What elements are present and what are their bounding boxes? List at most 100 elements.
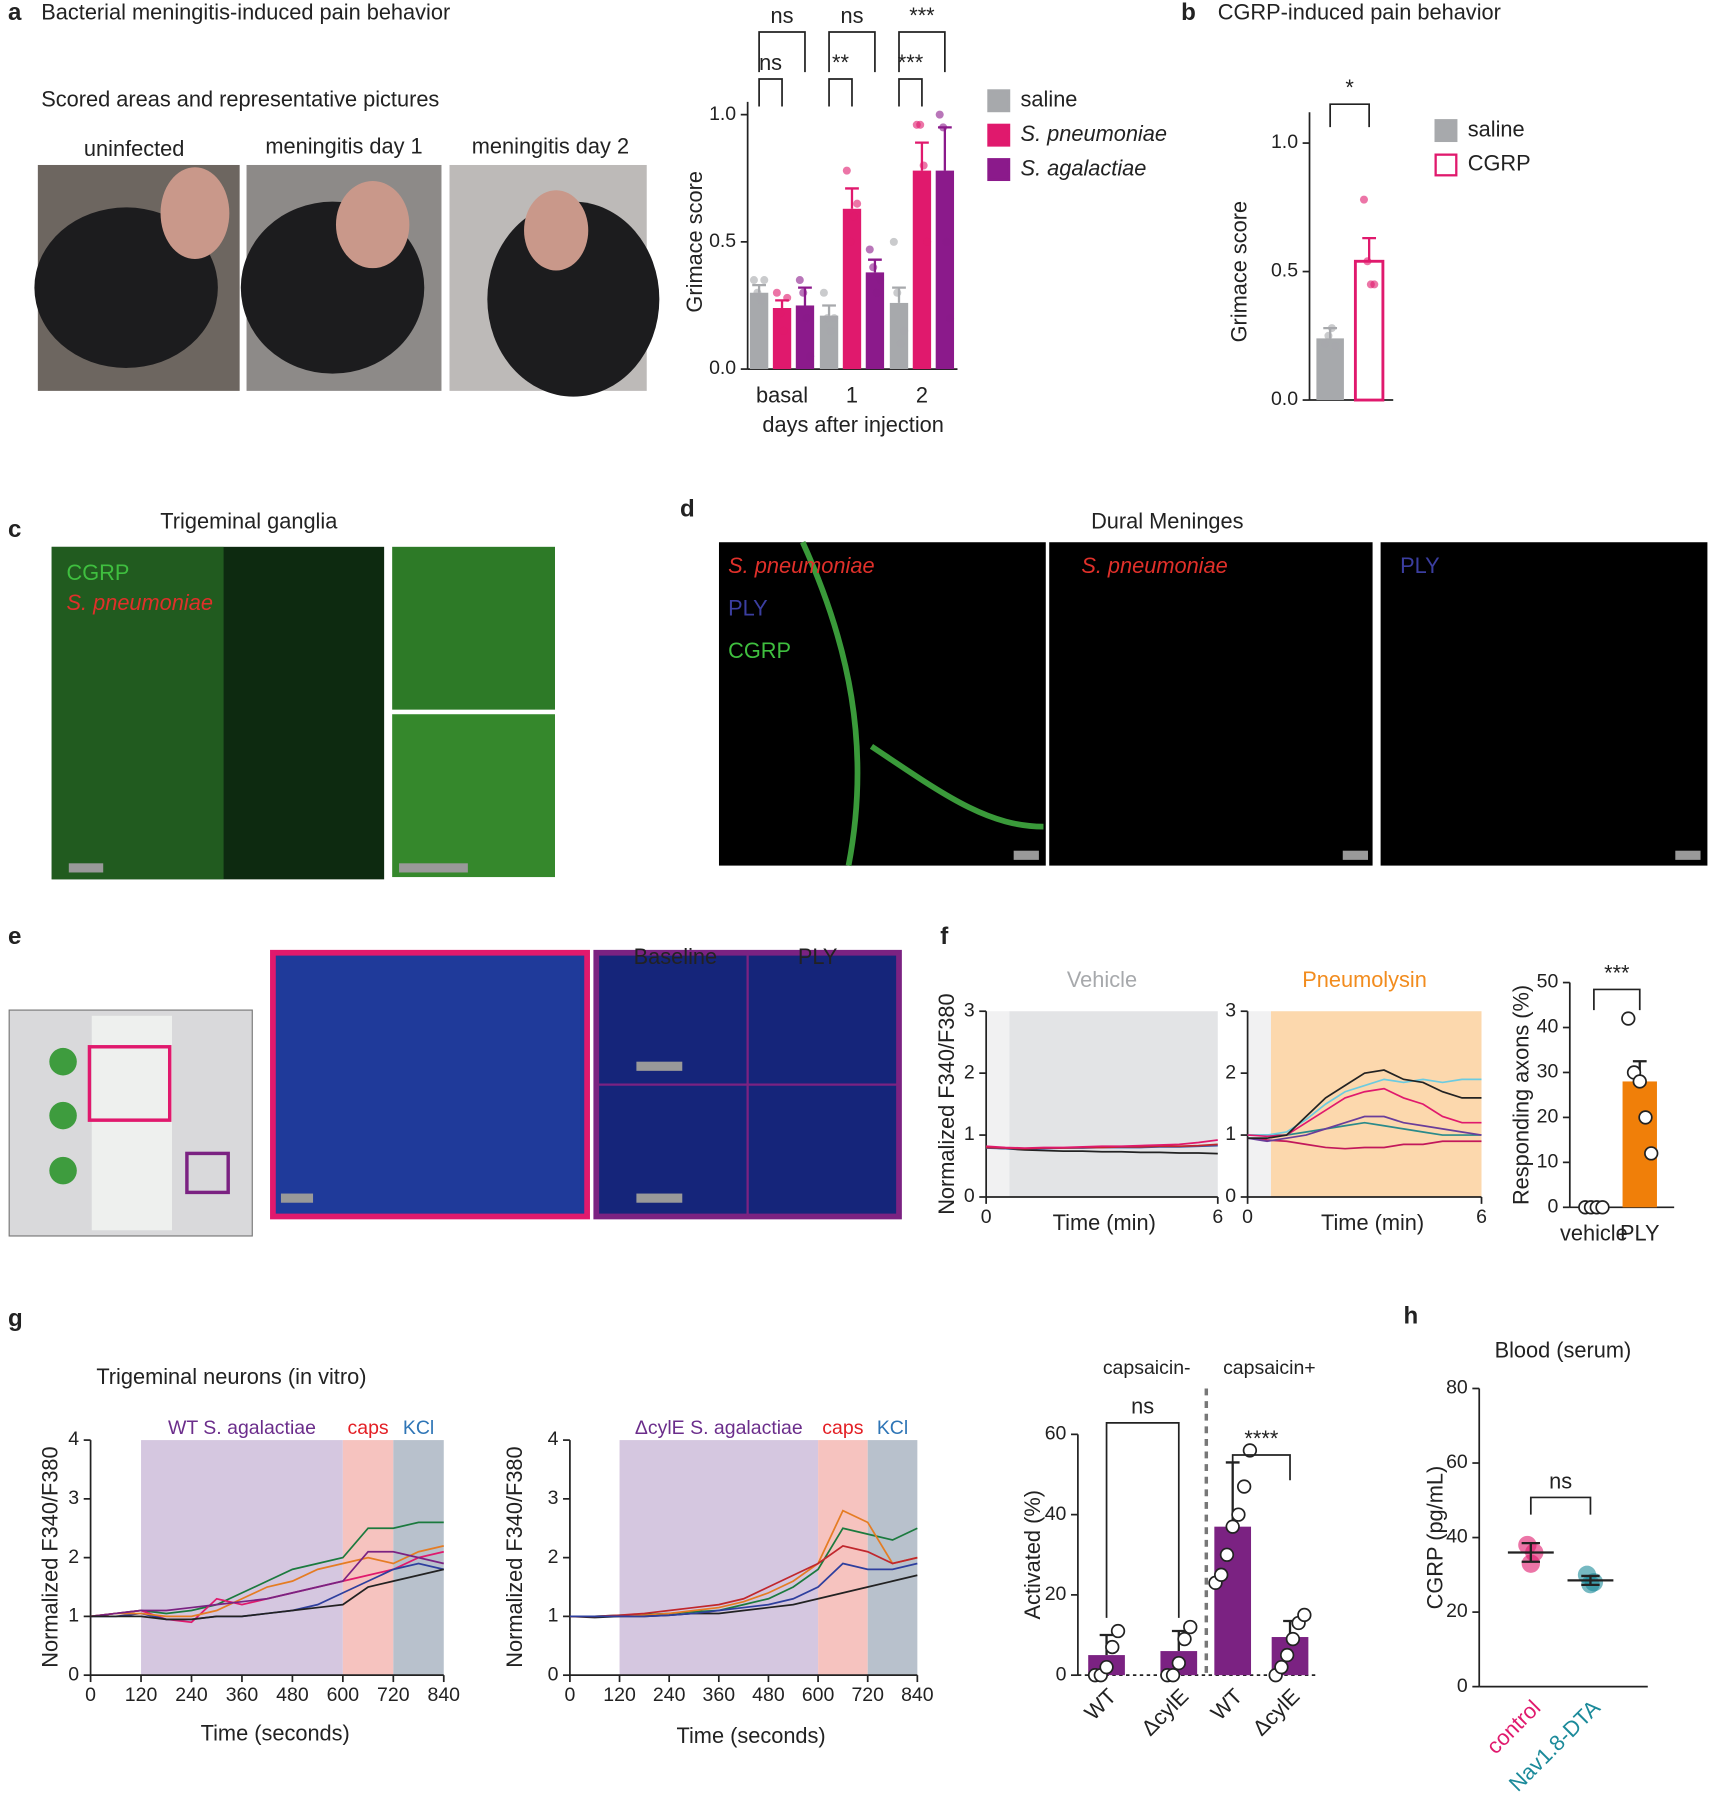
scale-bar <box>399 863 468 873</box>
data-point <box>1219 1547 1235 1562</box>
data-point <box>795 276 804 285</box>
data-point <box>1320 339 1330 348</box>
panel-title: Trigeminal ganglia <box>160 508 338 533</box>
channel-area <box>91 1015 173 1231</box>
x-tick-label: 360 <box>703 1684 736 1706</box>
y-tick-label: 2 <box>548 1546 559 1568</box>
y-tick-label: 30 <box>1537 1061 1559 1083</box>
data-point <box>853 199 862 208</box>
x-tick-label: vehicle <box>1560 1221 1628 1246</box>
significance-label: **** <box>1244 1426 1278 1451</box>
significance-bracket <box>758 78 783 107</box>
y-tick-label: 4 <box>68 1428 79 1450</box>
panel-title: Trigeminal neurons (in vitro) <box>96 1364 366 1389</box>
y-tick-label: 80 <box>1446 1377 1468 1399</box>
micrograph <box>270 949 590 1220</box>
data-point <box>749 276 758 285</box>
significance-bracket <box>1529 1496 1592 1515</box>
x-tick-label: WT <box>1206 1683 1248 1725</box>
x-tick-label: 840 <box>901 1684 934 1706</box>
panel-label: g <box>8 1305 23 1332</box>
scale-bar <box>68 863 104 873</box>
y-tick-label: 20 <box>1446 1600 1468 1622</box>
neuron <box>49 1047 77 1076</box>
legend-label: CGRP <box>1468 151 1531 176</box>
group-label: capsaicin- <box>1103 1357 1191 1379</box>
y-axis-label: Normalized F340/F380 <box>934 993 959 1214</box>
y-axis-label: Grimace score <box>682 171 707 313</box>
trace <box>569 1544 918 1618</box>
data-point <box>1231 1507 1246 1522</box>
y-tick-label: 50 <box>1537 971 1559 993</box>
y-tick-label: 60 <box>1446 1451 1468 1473</box>
stain-label: S. pneumoniae <box>67 590 213 615</box>
data-point <box>1225 1519 1240 1534</box>
data-point <box>823 314 832 323</box>
scale-bar <box>1013 850 1039 860</box>
data-point <box>1110 1623 1126 1639</box>
chart-title: Blood (serum) <box>1495 1338 1632 1363</box>
x-tick-label: 840 <box>428 1684 461 1706</box>
legend-label: saline <box>1468 116 1525 141</box>
significance-label: ** <box>832 50 849 75</box>
panel-title: Bacterial meningitis-induced pain behavi… <box>41 0 450 24</box>
x-tick-label: 720 <box>851 1684 884 1706</box>
shaded-region <box>986 1011 1010 1197</box>
shaded-region <box>1270 1011 1482 1197</box>
y-tick-label: 0.5 <box>709 230 736 252</box>
photo-ear <box>335 181 410 269</box>
data-point <box>1297 1607 1312 1623</box>
data-point <box>1644 1146 1659 1161</box>
trace <box>1247 1137 1482 1150</box>
panel-label: a <box>8 0 22 26</box>
data-point <box>1236 1479 1252 1494</box>
data-point <box>1183 1619 1198 1635</box>
micrograph <box>392 714 555 878</box>
x-tick-label: 240 <box>175 1684 208 1706</box>
region-label: caps <box>822 1417 863 1439</box>
legend-swatch <box>1434 153 1458 177</box>
trace <box>986 1139 1218 1149</box>
y-axis-label: Normalized F340/F380 <box>502 1446 527 1667</box>
y-tick-label: 0 <box>964 1185 975 1207</box>
y-tick-label: 10 <box>1537 1151 1559 1173</box>
y-tick-label: 2 <box>964 1061 975 1083</box>
legend-swatch <box>987 158 1011 182</box>
data-point <box>1105 1639 1120 1655</box>
data-point <box>1279 1647 1295 1663</box>
significance-bracket <box>1329 103 1371 128</box>
data-point <box>799 288 808 297</box>
data-point <box>1099 1659 1114 1675</box>
photo-ear <box>524 190 589 271</box>
group-label: capsaicin+ <box>1223 1357 1316 1379</box>
data-point <box>842 166 851 175</box>
bar <box>842 208 862 370</box>
y-tick-label: 1 <box>548 1605 559 1627</box>
y-axis-label: Grimace score <box>1226 201 1251 343</box>
data-point <box>753 288 762 297</box>
panel-label: f <box>940 923 949 950</box>
x-axis-label: Time (seconds) <box>201 1721 350 1746</box>
error-bar <box>845 187 859 209</box>
zoom-box <box>87 1045 172 1122</box>
scale-bar <box>636 1061 683 1071</box>
stain-label: S. pneumoniae <box>1081 553 1227 578</box>
data-point <box>893 288 902 297</box>
error-bar <box>1521 1542 1540 1563</box>
chart-title: Vehicle <box>1067 967 1137 992</box>
trace <box>1247 1078 1482 1136</box>
data-point <box>772 288 781 297</box>
data-point <box>756 296 765 305</box>
bar <box>865 272 885 370</box>
significance-label: *** <box>1604 960 1630 985</box>
micrograph <box>1380 542 1708 866</box>
error-bar <box>1581 1574 1600 1587</box>
y-tick-label: 0 <box>548 1663 559 1685</box>
x-tick-label: 0 <box>564 1684 575 1706</box>
significance-bracket <box>1593 988 1641 1011</box>
neuron <box>49 1101 77 1130</box>
significance-bracket <box>828 31 876 73</box>
data-point <box>900 326 909 335</box>
data-point <box>1327 324 1336 333</box>
